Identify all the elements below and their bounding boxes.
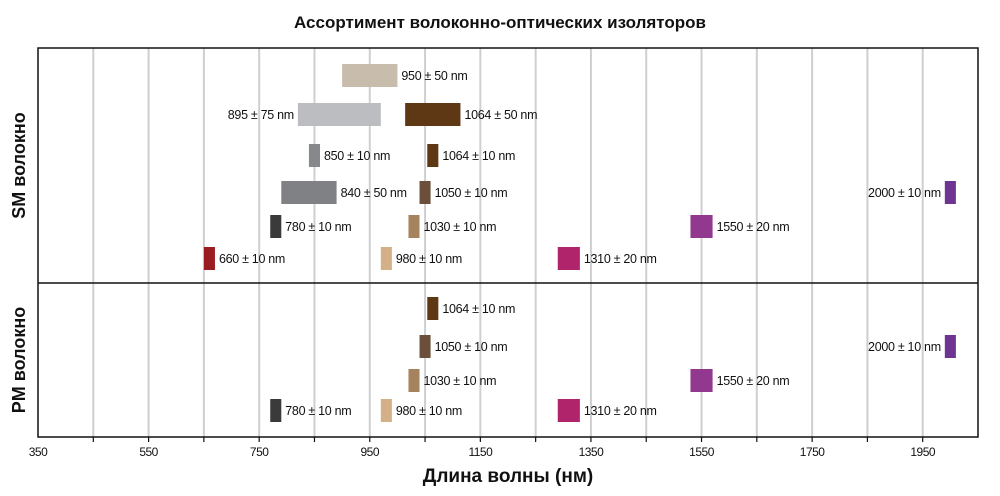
bar-label: 1064 ± 50 nm: [464, 108, 537, 122]
range-bar: [427, 144, 439, 167]
bar-label: 1064 ± 10 nm: [442, 149, 515, 163]
range-bar: [308, 144, 320, 167]
bar-label: 950 ± 50 nm: [401, 69, 467, 83]
range-bar: [270, 215, 282, 238]
x-tick-label: 750: [250, 445, 269, 459]
range-bar: [380, 247, 392, 270]
range-bar: [944, 181, 956, 204]
bar-label: 1050 ± 10 nm: [435, 186, 508, 200]
range-bar: [557, 399, 580, 422]
range-bar: [281, 181, 337, 204]
range-bar: [690, 369, 713, 392]
x-tick-label: 1150: [468, 445, 493, 459]
x-tick-label: 1750: [800, 445, 826, 459]
x-tick-label: 1350: [579, 445, 605, 459]
range-bar: [419, 181, 431, 204]
bar-label: 840 ± 50 nm: [341, 186, 407, 200]
range-bar: [944, 335, 956, 358]
bar-label: 2000 ± 10 nm: [868, 340, 941, 354]
range-bar: [270, 399, 282, 422]
range-bar: [557, 247, 580, 270]
x-tick-label: 1550: [689, 445, 715, 459]
range-bar: [690, 215, 713, 238]
panel-label: SM волокно: [9, 112, 29, 218]
bar-label: 780 ± 10 nm: [285, 404, 351, 418]
x-axis-label: Длина волны (нм): [422, 466, 594, 487]
bar-label: 1310 ± 20 nm: [584, 252, 657, 266]
bar-label: 1550 ± 20 nm: [717, 220, 790, 234]
range-bar: [405, 103, 461, 126]
bar-label: 850 ± 10 nm: [324, 149, 390, 163]
bar-label: 1030 ± 10 nm: [424, 374, 497, 388]
bar-label: 1064 ± 10 nm: [442, 302, 515, 316]
range-bar: [408, 215, 420, 238]
bar-label: 980 ± 10 nm: [396, 404, 462, 418]
bar-label: 780 ± 10 nm: [285, 220, 351, 234]
bar-label: 1550 ± 20 nm: [717, 374, 790, 388]
x-tick-label: 1950: [910, 445, 936, 459]
panel-label-prefix: SM: [9, 192, 29, 219]
bar-label: 660 ± 10 nm: [219, 252, 285, 266]
bar-label: 895 ± 75 nm: [228, 108, 294, 122]
range-bar: [408, 369, 420, 392]
bar-label: 1310 ± 20 nm: [584, 404, 657, 418]
panel-label-suffix: волокно: [9, 112, 29, 191]
bar-label: 980 ± 10 nm: [396, 252, 462, 266]
range-bar: [380, 399, 392, 422]
chart-title: Ассортимент волоконно-оптических изолято…: [293, 13, 706, 32]
panel-label-prefix: PM: [9, 386, 29, 413]
range-bar: [342, 64, 398, 87]
plot-frame: [37, 47, 979, 438]
range-bar: [203, 247, 215, 270]
panel-label-suffix: волокно: [9, 307, 29, 386]
bar-label: 1050 ± 10 nm: [435, 340, 508, 354]
bar-label: 1030 ± 10 nm: [424, 220, 497, 234]
x-tick-label: 550: [139, 445, 158, 459]
range-bar: [297, 103, 381, 126]
bar-label: 2000 ± 10 nm: [868, 186, 941, 200]
range-bar: [427, 297, 439, 320]
range-bar: [419, 335, 431, 358]
x-tick-label: 350: [29, 445, 48, 459]
panel-label: PM волокно: [9, 307, 29, 413]
x-tick-label: 950: [360, 445, 379, 459]
